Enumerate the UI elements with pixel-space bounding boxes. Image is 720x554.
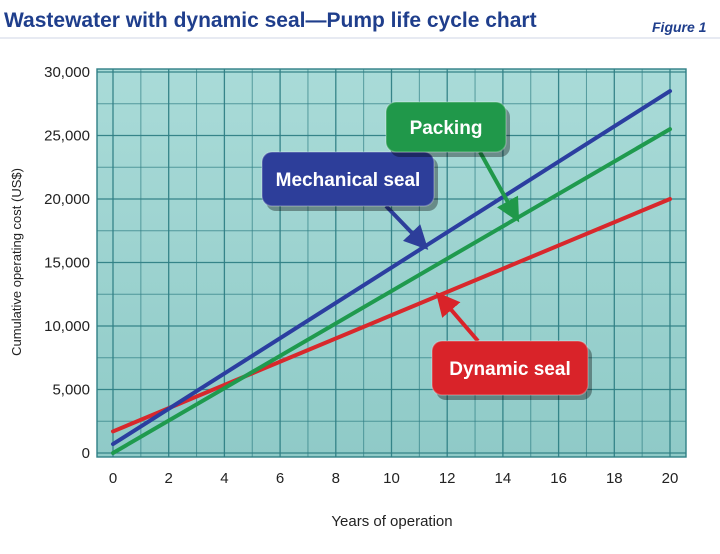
x-tick-label: 18	[606, 470, 623, 487]
x-tick-label: 4	[220, 470, 228, 487]
callout-box-dynamic-seal	[431, 340, 589, 396]
tick-labels: 0 2 4 6 8 10 12 14 16 18 20 0 5,000 10,000 15,000 20,00…	[44, 64, 678, 487]
x-tick-label: 8	[332, 470, 340, 487]
figure-label: Figure 1	[652, 19, 707, 35]
y-tick-label: 5,000	[52, 382, 90, 399]
y-tick-label: 30,000	[44, 64, 90, 81]
y-tick-label: 10,000	[44, 318, 90, 335]
series-line-dynamic-seal	[111, 197, 672, 434]
callout-box-packing	[385, 101, 507, 153]
y-tick-label: 0	[82, 445, 90, 462]
callout-label-packing: Packing	[410, 118, 483, 139]
y-axis-label: Cumulative operating cost (US$)	[9, 168, 24, 356]
callout-box-mechanical-seal	[261, 151, 435, 207]
callout-label-mechanical-seal: Mechanical seal	[276, 170, 421, 191]
y-tick-label: 15,000	[44, 255, 90, 272]
callout-arrow-packing	[478, 151, 520, 223]
x-tick-label: 10	[383, 470, 400, 487]
y-tick-label: 20,000	[44, 191, 90, 208]
x-axis-label: Years of operation	[331, 513, 452, 530]
y-tick-label: 25,000	[44, 128, 90, 145]
callout-label-dynamic-seal: Dynamic seal	[449, 359, 570, 380]
series-lines	[111, 89, 672, 455]
x-tick-label: 0	[109, 470, 117, 487]
chart-title: Wastewater with dynamic seal—Pump life c…	[4, 9, 537, 32]
series-line-mechanical-seal	[111, 89, 672, 447]
x-tick-label: 12	[439, 470, 456, 487]
x-tick-label: 20	[662, 470, 679, 487]
series-callouts: Mechanical seal Packing Dynamic seal	[261, 101, 592, 400]
x-tick-label: 16	[550, 470, 567, 487]
callout-arrow-dynamic-seal	[435, 291, 480, 343]
x-tick-label: 14	[495, 470, 512, 487]
plot-border	[96, 68, 687, 458]
x-tick-label: 2	[165, 470, 173, 487]
series-line-packing	[111, 127, 672, 455]
x-tick-label: 6	[276, 470, 284, 487]
callout-arrow-mechanical-seal	[384, 204, 429, 250]
